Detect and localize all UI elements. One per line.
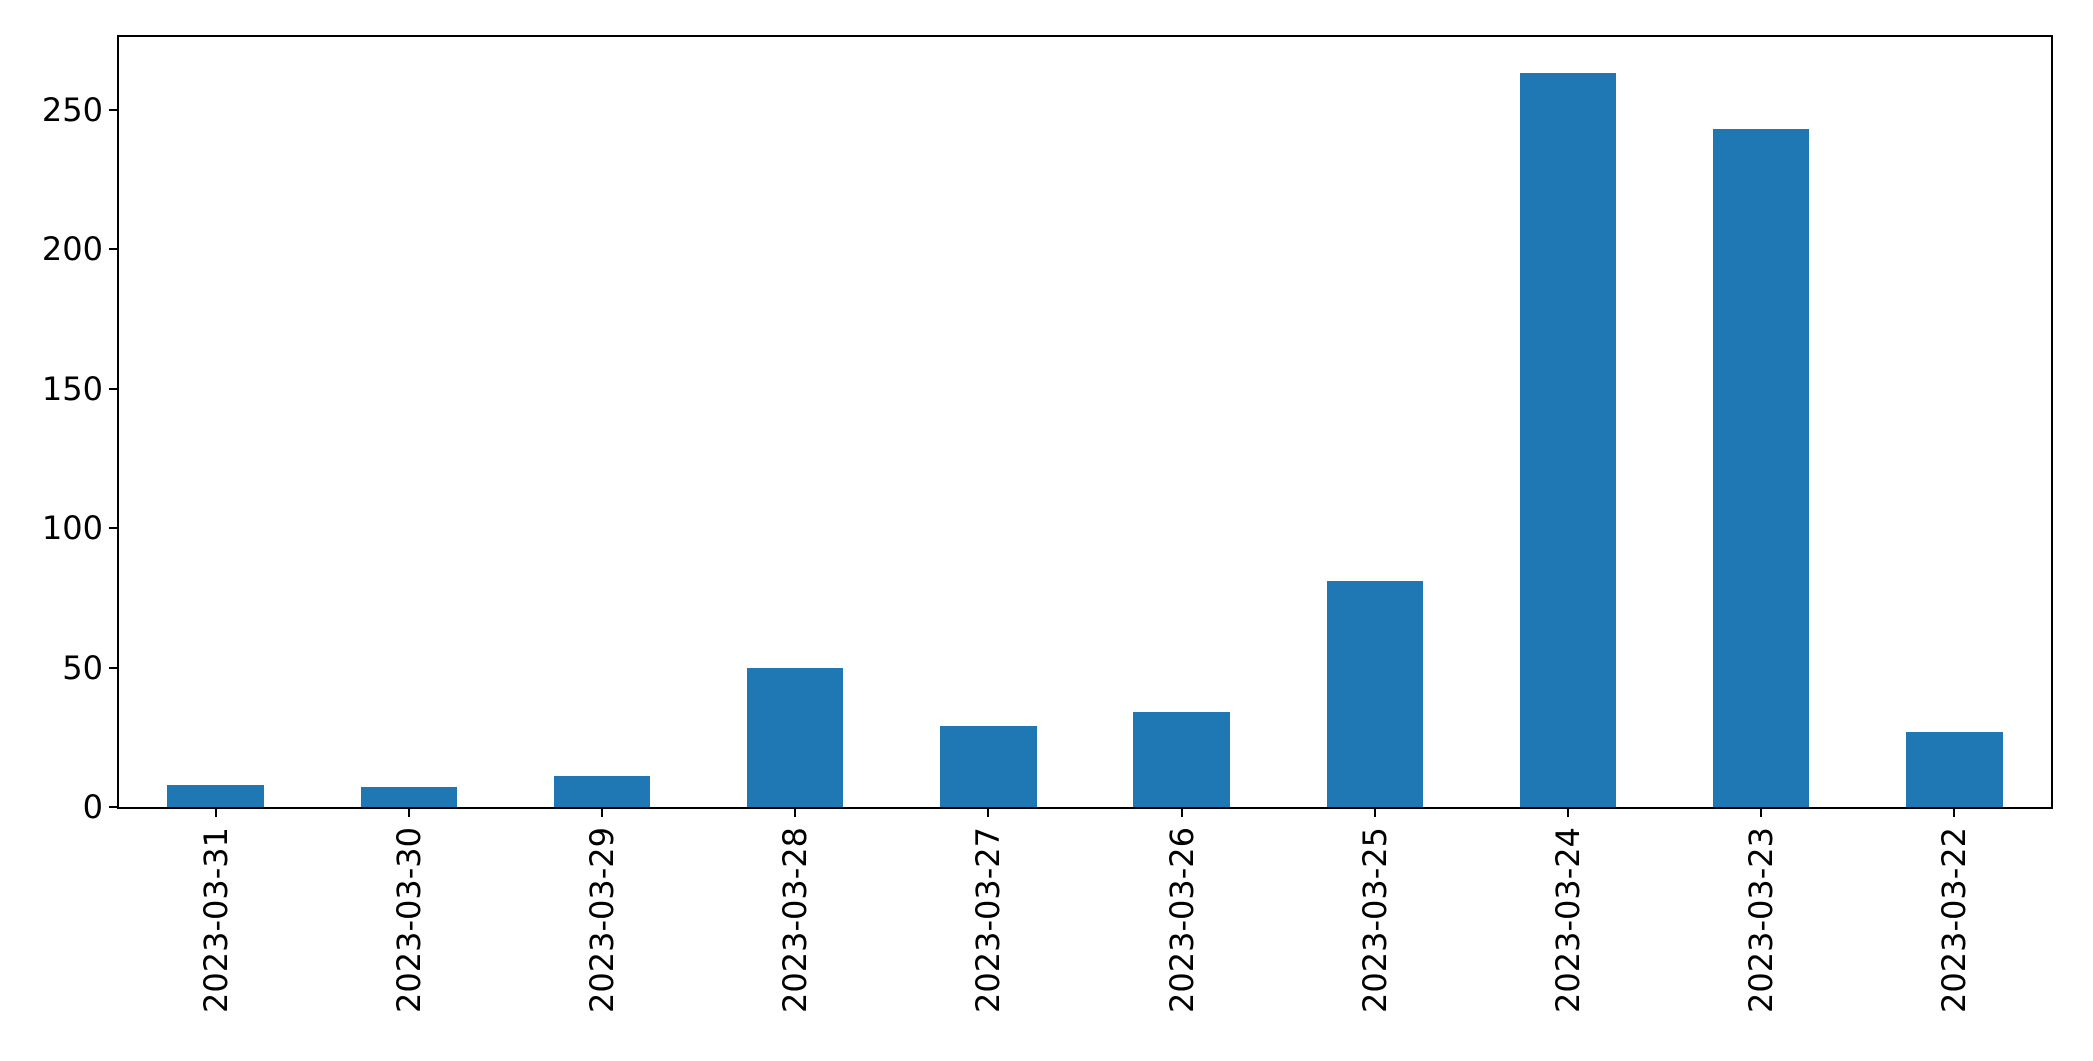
y-axis-tick-label: 150 bbox=[41, 369, 103, 408]
y-axis-tick-label: 250 bbox=[41, 90, 103, 129]
x-axis-tick-label: 2023-03-26 bbox=[1162, 827, 1201, 1013]
x-axis-tick-label: 2023-03-28 bbox=[776, 827, 815, 1013]
plot-area bbox=[117, 35, 2053, 809]
x-axis-tick bbox=[987, 809, 990, 817]
y-axis-tick-label: 50 bbox=[62, 648, 103, 687]
y-axis-tick-label: 200 bbox=[41, 230, 103, 269]
y-axis-tick-label: 0 bbox=[82, 788, 103, 826]
x-axis-tick-label: 2023-03-25 bbox=[1355, 827, 1394, 1013]
x-axis-tick-label: 2023-03-29 bbox=[583, 827, 621, 1013]
x-axis-tick bbox=[407, 809, 410, 817]
x-axis-tick-label: 2023-03-22 bbox=[1935, 827, 1974, 1013]
x-axis-tick-label: 2023-03-23 bbox=[1742, 827, 1781, 1013]
x-axis-tick-label: 2023-03-30 bbox=[389, 827, 428, 1013]
x-axis-tick bbox=[214, 809, 217, 817]
x-axis-tick bbox=[601, 809, 603, 817]
y-axis-tick bbox=[109, 666, 117, 669]
bar-2023-03-25 bbox=[1326, 581, 1424, 807]
bar-2023-03-27 bbox=[940, 726, 1037, 807]
bar-2023-03-23 bbox=[1712, 129, 1810, 807]
bar-2023-03-28 bbox=[746, 667, 844, 807]
x-axis-tick-label: 2023-03-27 bbox=[969, 827, 1008, 1013]
x-axis-tick bbox=[1567, 809, 1569, 817]
y-axis-tick bbox=[109, 527, 117, 529]
x-axis-tick bbox=[1953, 809, 1956, 817]
y-axis-tick bbox=[109, 108, 117, 111]
bar-2023-03-24 bbox=[1519, 73, 1617, 807]
x-axis-tick bbox=[1373, 809, 1376, 817]
x-axis-tick bbox=[1180, 809, 1183, 817]
bar-2023-03-26 bbox=[1133, 712, 1230, 807]
x-axis-tick bbox=[794, 809, 797, 817]
bar-2023-03-22 bbox=[1906, 731, 2003, 807]
x-axis-tick-label: 2023-03-31 bbox=[196, 827, 235, 1013]
y-axis-tick bbox=[109, 387, 117, 390]
bar-2023-03-30 bbox=[360, 787, 458, 807]
x-axis-tick bbox=[1760, 809, 1763, 817]
x-axis-tick-label: 2023-03-24 bbox=[1549, 827, 1587, 1013]
y-axis-tick bbox=[109, 806, 117, 808]
bar-2023-03-29 bbox=[553, 776, 651, 807]
bar-2023-03-31 bbox=[167, 784, 264, 807]
y-axis-tick bbox=[109, 248, 117, 251]
y-axis-tick-label: 100 bbox=[41, 509, 103, 547]
